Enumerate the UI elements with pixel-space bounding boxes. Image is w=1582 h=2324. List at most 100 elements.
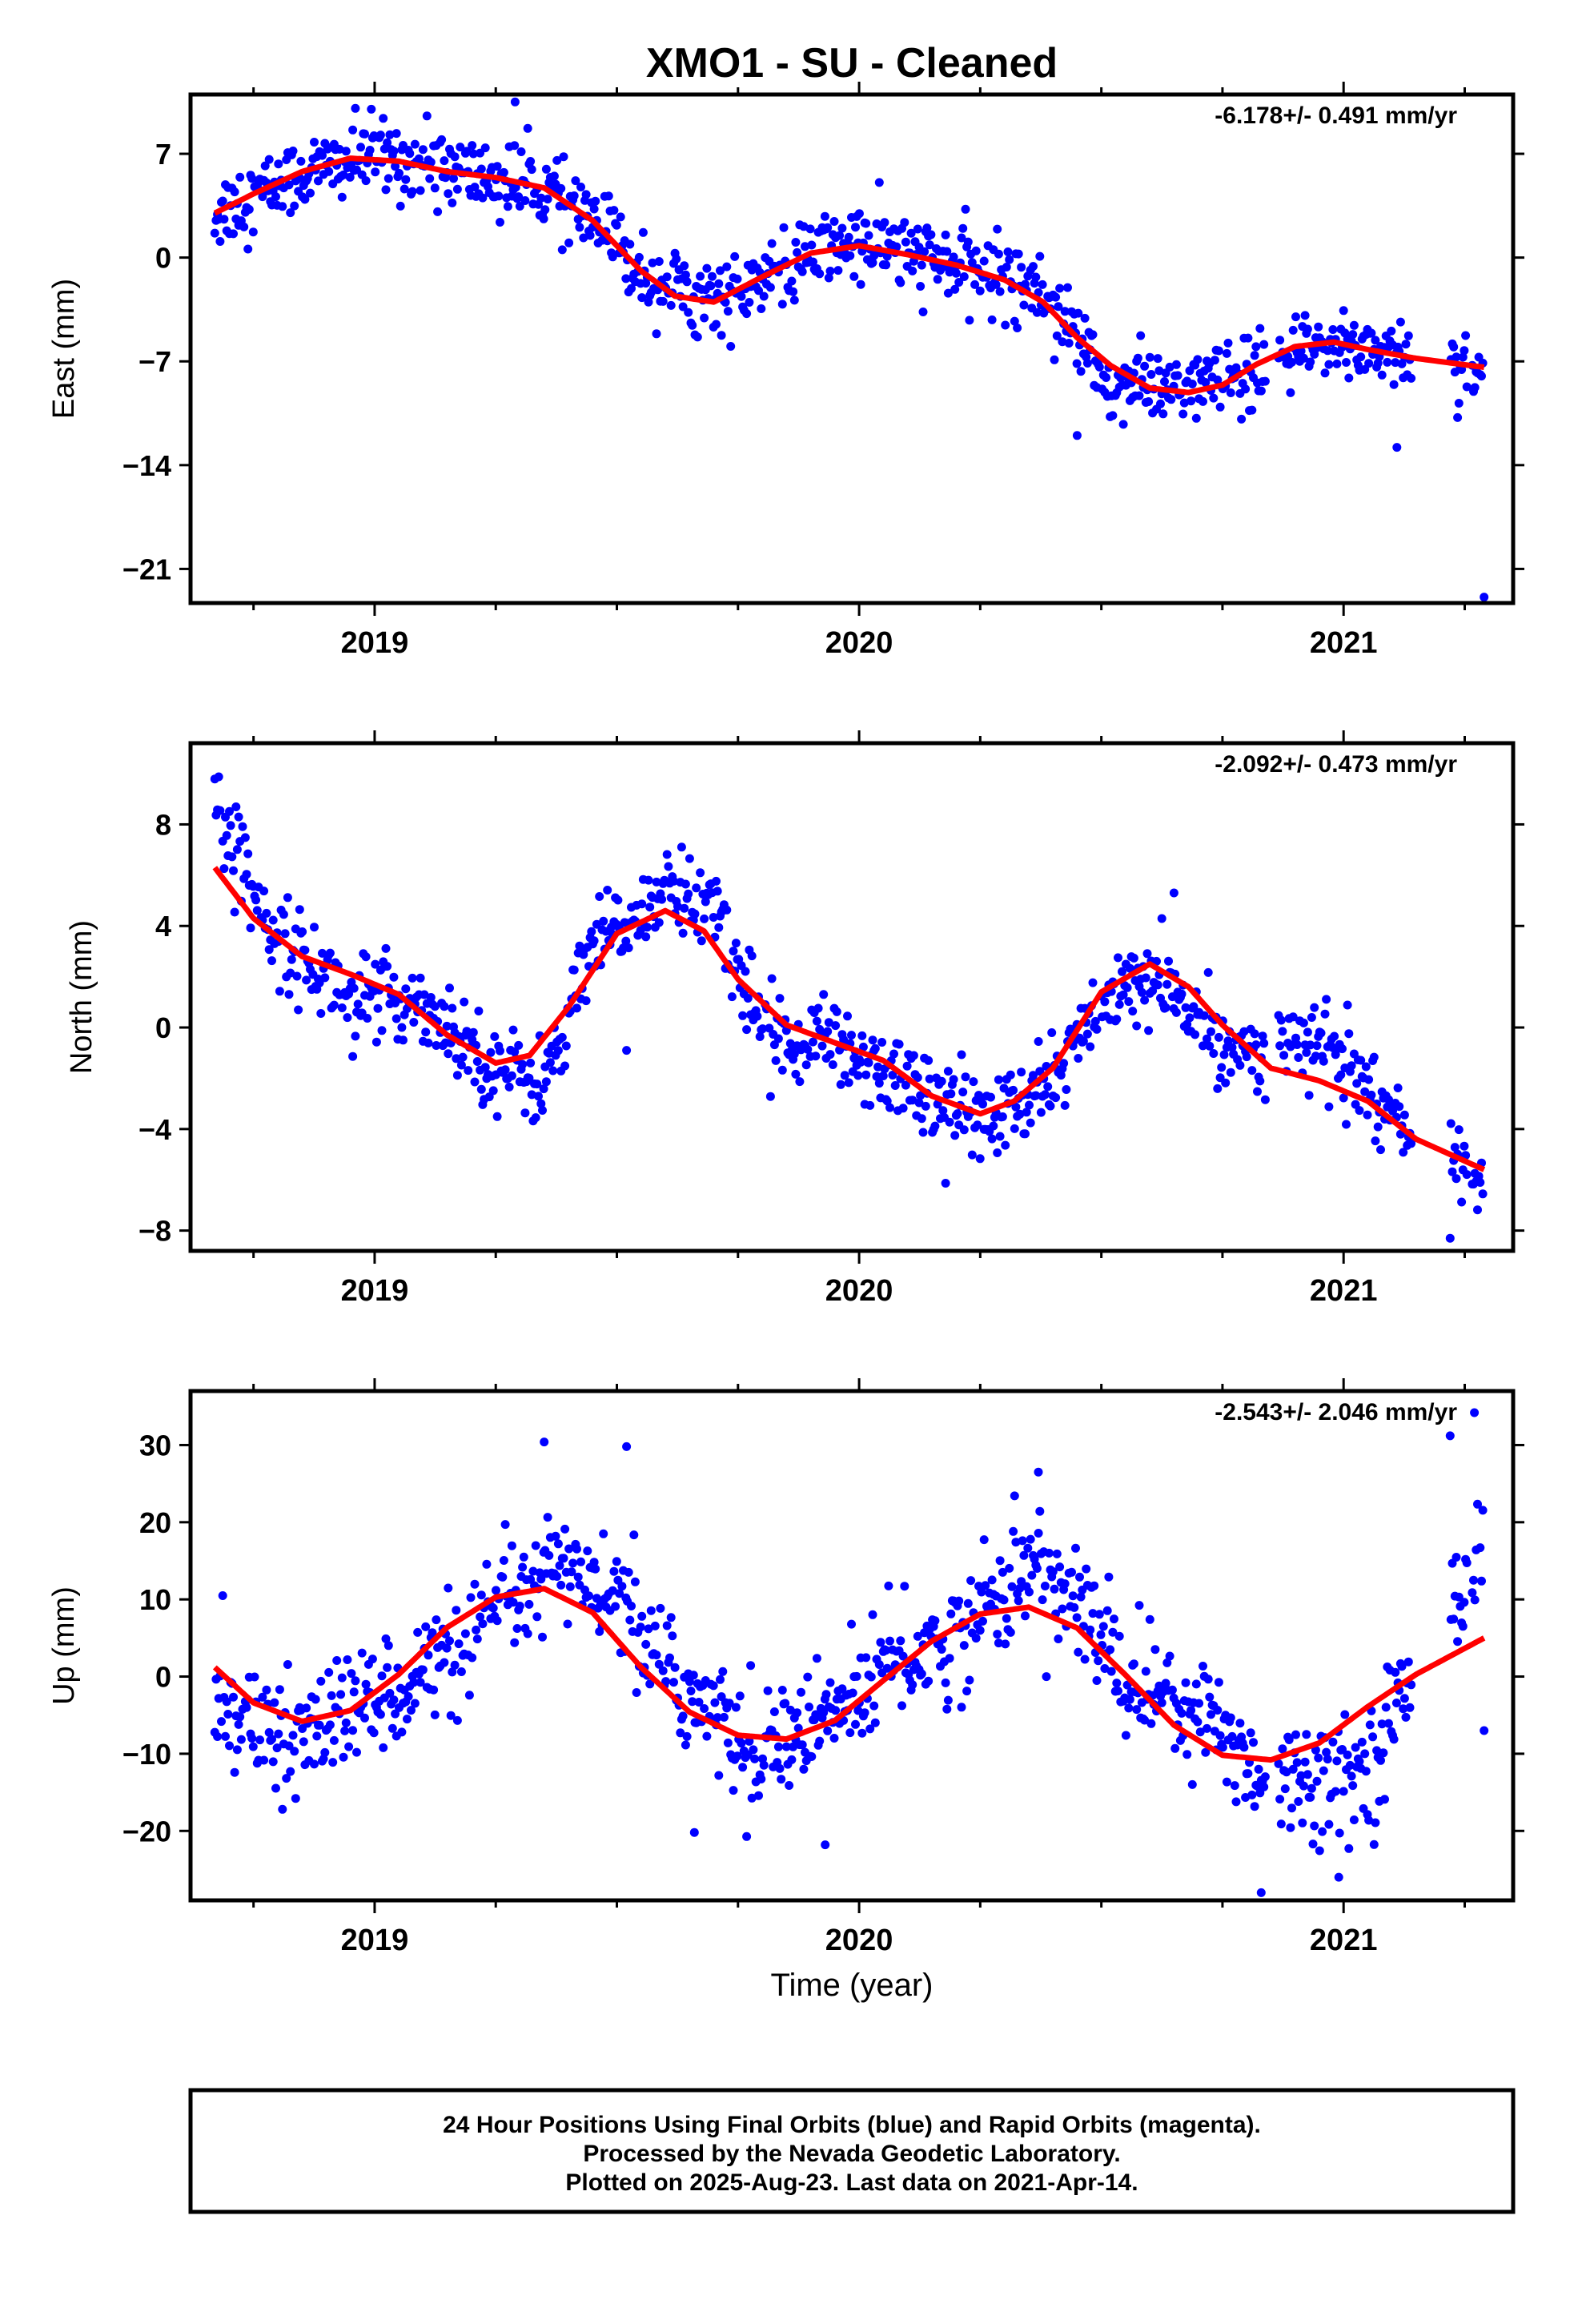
data-point [379, 1743, 388, 1752]
data-point [548, 1066, 558, 1076]
x-tick-label: 2021 [1310, 626, 1378, 660]
data-point [603, 886, 612, 895]
data-point [271, 1783, 280, 1793]
data-point [288, 147, 298, 155]
north-panel: 8 4 0 −4 −8 2019 2020 2021 North (mm) -2.092+/- 0… [65, 730, 1524, 1308]
data-point [564, 238, 574, 247]
data-point [1094, 362, 1104, 372]
data-point [576, 1557, 585, 1566]
data-point [909, 1051, 918, 1060]
data-point [538, 1106, 547, 1115]
data-point [1021, 1611, 1030, 1621]
data-point [518, 1059, 528, 1069]
data-point [949, 1075, 958, 1084]
data-point [1051, 1093, 1061, 1103]
data-point [1071, 1543, 1080, 1553]
data-point [1312, 1041, 1322, 1051]
data-point [1076, 1592, 1086, 1602]
data-point [553, 1539, 563, 1549]
data-point [527, 1090, 536, 1100]
data-point [943, 288, 953, 298]
data-point [514, 192, 524, 202]
data-point [646, 1606, 656, 1615]
data-point [399, 1035, 408, 1045]
data-point [345, 172, 355, 182]
data-point [424, 1038, 433, 1047]
east-fit-curve [213, 155, 1485, 396]
data-point [1355, 1757, 1364, 1766]
data-point [881, 260, 891, 270]
data-point [1050, 355, 1059, 364]
data-point [858, 1042, 868, 1051]
data-point [758, 1024, 767, 1034]
data-point [1347, 1061, 1356, 1071]
data-point [819, 1708, 829, 1717]
data-point [1210, 356, 1219, 365]
data-point [670, 1663, 680, 1672]
data-point [954, 1596, 964, 1606]
data-point [902, 1061, 912, 1071]
data-point [464, 1691, 474, 1700]
data-point [1334, 1872, 1343, 1882]
data-point [1300, 1757, 1310, 1767]
data-point [803, 1672, 813, 1682]
data-point [235, 172, 245, 182]
data-point [825, 267, 835, 275]
data-point [510, 1047, 520, 1056]
data-point [847, 1031, 856, 1040]
data-point [445, 983, 454, 993]
data-point [421, 1027, 431, 1037]
data-point [700, 313, 709, 323]
data-point [1478, 1189, 1488, 1199]
up-velocity-label: -2.543+/- 2.046 mm/yr [1215, 1399, 1457, 1425]
data-point [930, 1121, 940, 1131]
data-point [298, 927, 307, 936]
y-tick-label: 10 [139, 1583, 171, 1616]
data-point [1217, 1063, 1227, 1072]
data-point [657, 895, 667, 904]
data-point [282, 1774, 291, 1783]
data-point [450, 1660, 460, 1670]
data-point [745, 1736, 754, 1746]
data-point [630, 1577, 640, 1586]
data-point [662, 1621, 672, 1630]
data-point [978, 1100, 987, 1109]
data-point [371, 1037, 381, 1047]
y-tick-label: −21 [122, 553, 171, 585]
data-point [375, 1710, 385, 1719]
data-point [1187, 380, 1197, 388]
data-point [1395, 317, 1405, 327]
data-point [959, 1125, 969, 1135]
data-point [759, 1760, 769, 1770]
data-point [1187, 1779, 1197, 1789]
data-point [1247, 405, 1257, 415]
data-point [1291, 312, 1300, 322]
data-point [480, 1063, 490, 1072]
data-point [1221, 1078, 1231, 1088]
data-point [757, 1775, 766, 1783]
data-point [421, 1622, 431, 1631]
data-point [1017, 263, 1026, 272]
data-point [339, 1752, 348, 1762]
data-point [302, 1703, 311, 1713]
data-point [472, 1634, 482, 1644]
data-point [1035, 251, 1045, 261]
data-point [773, 1742, 783, 1751]
data-point [383, 1663, 392, 1672]
data-point [595, 892, 604, 901]
data-point [456, 143, 465, 152]
data-point [1114, 953, 1122, 963]
data-point [1140, 995, 1150, 1005]
data-point [373, 1003, 383, 1013]
data-point [1401, 340, 1411, 349]
data-point [709, 1681, 718, 1691]
data-point [476, 164, 486, 174]
data-point [278, 1804, 287, 1814]
data-point [418, 145, 428, 155]
data-point [1355, 1106, 1364, 1116]
data-point [340, 1726, 350, 1735]
data-point [1080, 313, 1090, 323]
data-point [797, 1740, 807, 1750]
data-point [922, 223, 932, 233]
